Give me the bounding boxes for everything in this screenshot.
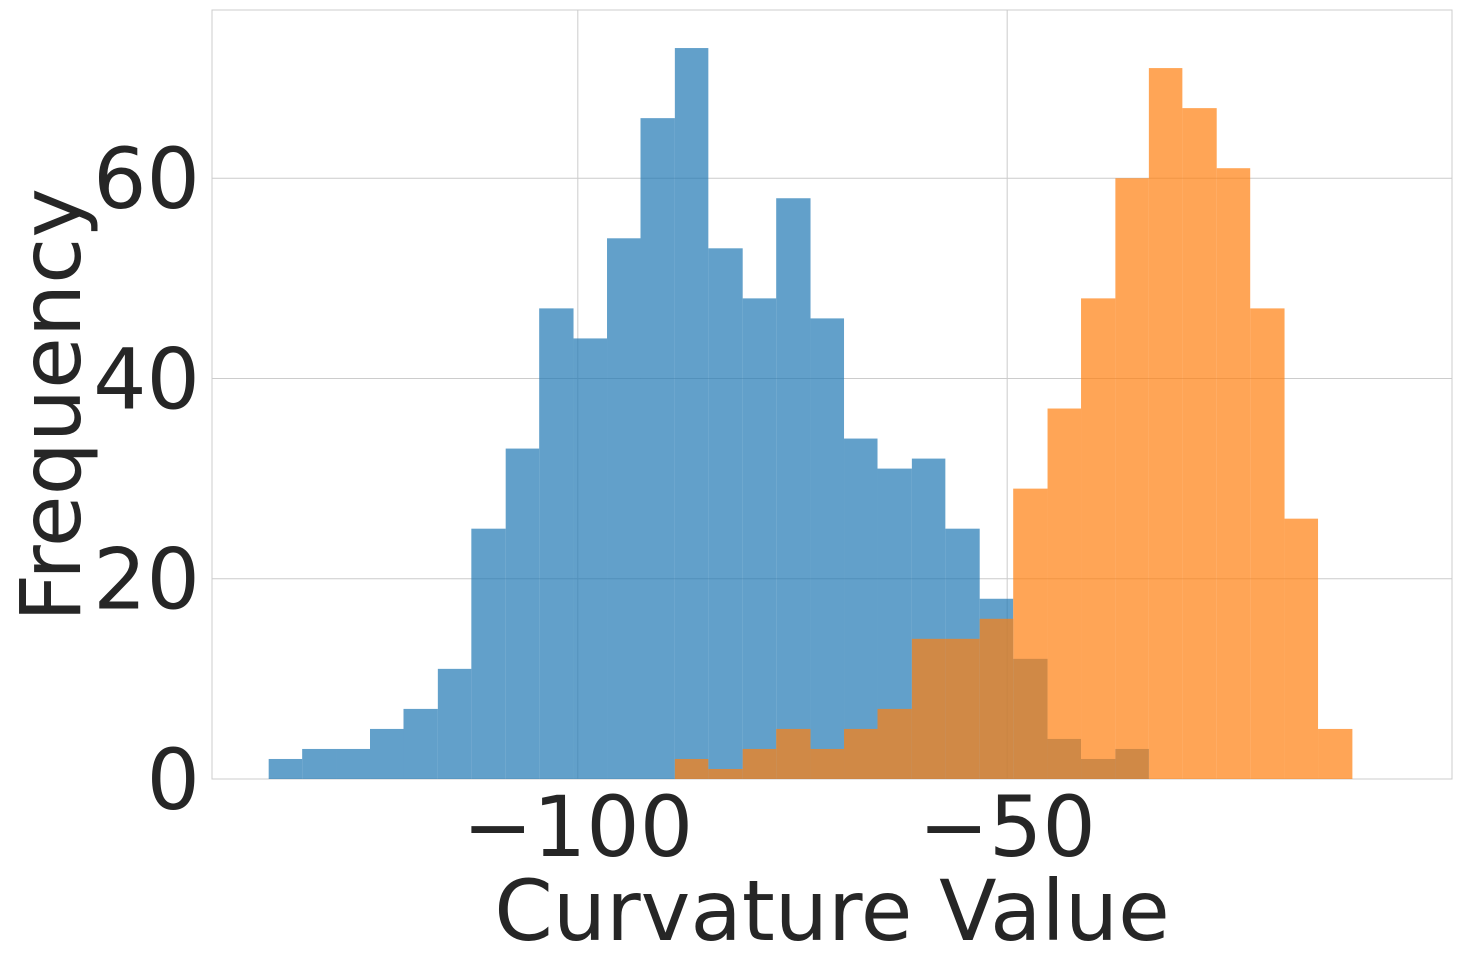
histogram-bar-series-2: [742, 748, 777, 779]
histogram-bar-series-1: [844, 438, 878, 779]
histogram-bar-series-2: [1182, 108, 1217, 779]
histogram-bar-series-1: [302, 748, 337, 779]
histogram-bar-series-1: [640, 118, 675, 779]
histogram-bar-series-2: [1318, 728, 1353, 779]
histogram-bar-series-2: [674, 758, 709, 779]
histogram-bar-series-2: [1216, 168, 1251, 779]
histogram-bar-series-1: [776, 198, 811, 779]
histogram-bar-series-1: [505, 448, 540, 779]
y-axis-label: Frequency: [2, 188, 100, 622]
histogram-bar-series-2: [1250, 308, 1285, 779]
histogram-bars: [268, 48, 1353, 780]
x-tick-labels: −100 −50: [462, 778, 1095, 876]
x-tick-label: −50: [919, 778, 1096, 876]
histogram-bar-series-1: [336, 748, 371, 779]
histogram-bar-series-1: [268, 758, 303, 779]
histogram-bar-series-1: [370, 728, 404, 779]
x-axis-label: Curvature Value: [494, 862, 1170, 960]
histogram-bar-series-2: [776, 728, 811, 779]
histogram-bar-series-1: [437, 668, 472, 779]
histogram-bar-series-2: [708, 768, 743, 779]
y-tick-label: 40: [93, 330, 200, 428]
histogram-bar-series-1: [471, 528, 506, 779]
histogram-bar-series-2: [844, 728, 878, 779]
histogram-bar-series-1: [403, 708, 438, 779]
histogram-bar-series-1: [708, 248, 743, 780]
histogram-bar-series-2: [1115, 178, 1149, 779]
histogram-bar-series-2: [945, 638, 980, 779]
y-tick-label: 20: [93, 531, 200, 629]
histogram-bar-series-1: [573, 338, 608, 779]
histogram-bar-series-1: [607, 238, 641, 779]
histogram-bar-series-2: [877, 708, 912, 779]
histogram-bar-series-1: [674, 48, 709, 779]
histogram-bar-series-2: [911, 638, 946, 779]
histogram-bar-series-2: [1047, 408, 1082, 779]
histogram-bar-series-1: [742, 298, 777, 779]
histogram-bar-series-1: [810, 318, 845, 779]
y-tick-label: 60: [93, 130, 200, 228]
histogram-bar-series-2: [810, 748, 845, 779]
y-tick-label: 0: [147, 731, 200, 829]
histogram-bar-series-2: [1148, 68, 1183, 780]
histogram-bar-series-1: [539, 308, 574, 779]
x-tick-label: −100: [462, 778, 693, 876]
y-tick-labels: 0 20 40 60: [93, 130, 200, 829]
histogram-bar-series-2: [1081, 298, 1116, 779]
histogram-bar-series-2: [979, 618, 1014, 779]
histogram-bar-series-2: [1013, 488, 1048, 779]
histogram-bar-series-2: [1284, 518, 1319, 779]
